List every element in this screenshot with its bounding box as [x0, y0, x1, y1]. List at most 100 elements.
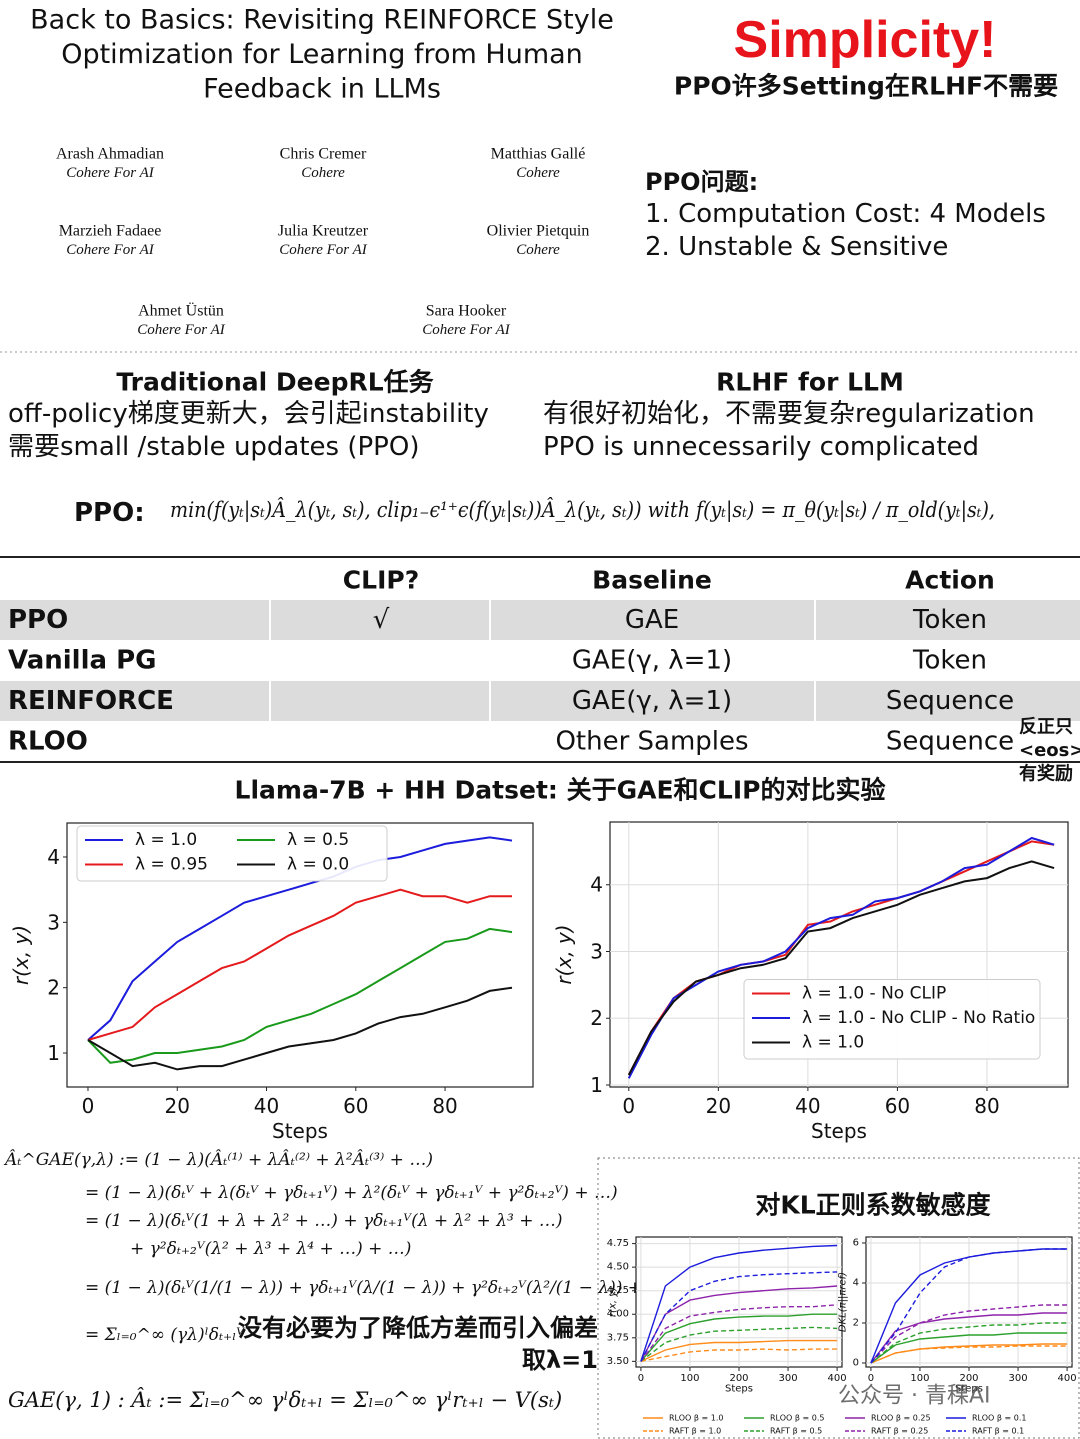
x-axis-label: Steps — [725, 1384, 753, 1395]
row-name: RLOO — [8, 727, 88, 757]
row-name: REINFORCE — [8, 686, 174, 716]
legend-label: RLOO β = 0.5 — [770, 1414, 824, 1423]
y-tick-label: 3 — [590, 939, 603, 963]
author-affiliation: Cohere For AI — [66, 242, 154, 258]
x-axis-label: Steps — [955, 1384, 983, 1395]
series-line — [87, 927, 513, 1064]
author-name: Sara Hooker — [426, 303, 507, 320]
y-tick-label: 4.75 — [607, 1238, 629, 1249]
table-cell: Other Samples — [555, 727, 748, 757]
emphasis: 没有必要为了降低方差而引入偏差 — [238, 1314, 598, 1342]
issue-item: 1. Computation Cost: 4 Models — [645, 199, 1046, 229]
paper-title: Feedback in LLMs — [203, 74, 441, 105]
series-line — [640, 1304, 838, 1362]
table-cell: GAE(γ, λ=1) — [572, 686, 732, 716]
x-tick-label: 20 — [165, 1094, 190, 1118]
formula: min(f(yₜ|sₜ)Â_λ(yₜ, sₜ), clip₁₋ϵ¹⁺ϵ(f(yₜ… — [170, 498, 995, 523]
y-tick-label: 4.00 — [607, 1309, 629, 1320]
legend-box — [743, 979, 1041, 1060]
y-tick-label: 4.25 — [607, 1285, 629, 1296]
legend-label: λ = 0.95 — [135, 855, 208, 875]
issue-item: 2. Unstable & Sensitive — [645, 232, 948, 262]
cell-separators — [269, 600, 816, 721]
x-tick-label: 100 — [910, 1373, 929, 1384]
x-tick-label: 400 — [1058, 1373, 1077, 1384]
legend-label: RLOO β = 0.25 — [871, 1414, 931, 1423]
gae-result: GAE(γ, 1) : Âₜ := Σₗ₌₀^∞ γˡδₜ₊ₗ = Σₗ₌₀^∞… — [8, 1388, 562, 1412]
author-affiliation: Cohere — [301, 165, 345, 181]
table-cell: Sequence — [886, 686, 1014, 716]
x-tick-label: 60 — [885, 1094, 910, 1118]
series-line — [640, 1339, 838, 1362]
y-tick-label: 1 — [47, 1041, 60, 1065]
x-tick-label: 200 — [729, 1373, 748, 1384]
table-cell: GAE(γ, λ=1) — [572, 646, 732, 676]
table-header: Baseline — [592, 566, 712, 595]
x-tick-label: 200 — [959, 1373, 978, 1384]
row-band — [0, 681, 1080, 721]
derivation-line: = Σₗ₌₀^∞ (γλ)ˡδₜ₊ₗⱽ — [85, 1325, 245, 1345]
x-tick-label: 20 — [706, 1094, 731, 1118]
series-line — [640, 1348, 838, 1362]
subheadline: PPO许多Setting在RLHF不需要 — [674, 72, 1058, 101]
author-name: Julia Kreutzer — [278, 223, 369, 240]
legend-label: λ = 0.5 — [287, 830, 349, 850]
series-line — [87, 888, 512, 1041]
series-line — [870, 1322, 1068, 1364]
table-cell: GAE — [625, 605, 679, 635]
paper-title: Back to Basics: Revisiting REINFORCE Sty… — [30, 5, 614, 36]
series-line — [640, 1313, 838, 1362]
kl-box — [597, 1157, 1080, 1439]
derivation-line: = (1 − λ)(δₜⱽ(1/(1 − λ)) + γδₜ₊₁ⱽ(λ/(1 −… — [85, 1278, 671, 1298]
legend-box — [76, 825, 388, 882]
legend-label: λ = 0.0 — [287, 855, 349, 875]
series-line — [640, 1244, 838, 1362]
y-tick-label: 3 — [47, 910, 60, 934]
y-tick-label: 0 — [853, 1358, 859, 1369]
y-tick-label: 4 — [853, 1278, 859, 1289]
comparison-line: PPO is unnecessarily complicated — [543, 432, 979, 462]
legend-label: RAFT β = 0.1 — [972, 1427, 1024, 1436]
side-note: 反正只 — [1019, 717, 1073, 738]
x-tick-label: 40 — [795, 1094, 820, 1118]
x-tick-label: 100 — [680, 1373, 699, 1384]
y-tick-label: 2 — [47, 976, 60, 1000]
y-tick-label: 6 — [853, 1238, 859, 1249]
legend-label: RAFT β = 1.0 — [669, 1427, 721, 1436]
x-tick-label: 0 — [638, 1373, 644, 1384]
y-axis-label: DKL(π||πref) — [838, 1272, 849, 1332]
x-tick-label: 400 — [828, 1373, 847, 1384]
y-tick-label: 3.75 — [607, 1332, 629, 1343]
y-tick-label: 2 — [590, 1006, 603, 1030]
series-line — [870, 1332, 1068, 1364]
series-line — [627, 860, 1055, 1076]
x-tick-label: 80 — [974, 1094, 999, 1118]
legend-label: RLOO β = 0.1 — [972, 1414, 1026, 1423]
x-tick-label: 0 — [622, 1094, 635, 1118]
author-affiliation: Cohere For AI — [66, 165, 154, 181]
formula-label: PPO: — [74, 498, 145, 528]
y-axis-label: r(x, y) — [9, 925, 33, 985]
author-name: Matthias Gallé — [491, 146, 586, 163]
y-axis-label: r(x, y) — [608, 1287, 619, 1317]
headline: Simplicity! — [734, 11, 997, 69]
y-tick-label: 1 — [590, 1073, 603, 1097]
chart: 3.50 3.75 4.00 4.25 4.50 4.75 0 100 200 300 400 Ste… — [607, 1236, 847, 1395]
emphasis: 取λ=1 — [522, 1346, 598, 1374]
author-name: Arash Ahmadian — [56, 146, 164, 163]
series-line — [640, 1326, 838, 1362]
x-tick-label: 60 — [343, 1094, 368, 1118]
legend-label: λ = 1.0 — [135, 830, 197, 850]
derivation-line: = (1 − λ)(δₜⱽ + λ(δₜⱽ + γδₜ₊₁ⱽ) + λ²(δₜⱽ… — [85, 1183, 618, 1203]
x-tick-label: 40 — [254, 1094, 279, 1118]
series-line — [870, 1312, 1068, 1364]
x-tick-label: 300 — [1009, 1373, 1028, 1384]
author-affiliation: Cohere For AI — [279, 242, 367, 258]
series-line — [87, 986, 513, 1071]
x-axis-label: Steps — [272, 1119, 328, 1143]
derivation-line: + γ²δₜ₊₂ⱽ(λ² + λ³ + λ⁴ + …) + …) — [130, 1239, 411, 1259]
author-affiliation: Cohere — [516, 165, 560, 181]
y-tick-label: 3.50 — [607, 1356, 629, 1367]
